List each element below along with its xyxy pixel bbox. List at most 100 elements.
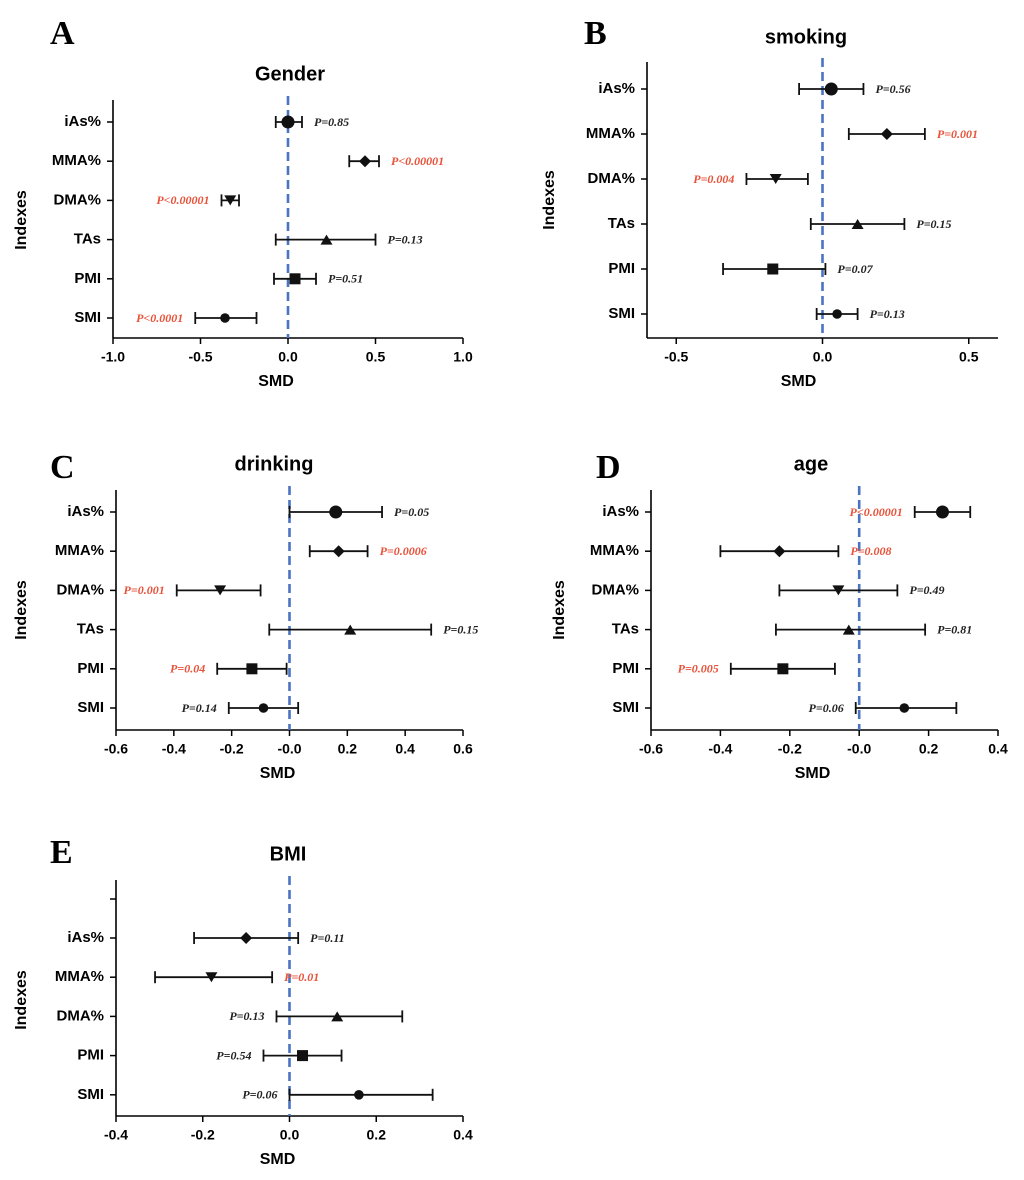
category-label: MMA%	[55, 542, 104, 559]
forest-row: PMI P=0.54	[77, 1047, 343, 1064]
panel-e: E BMI -0.4 -0.2 0.0 0.2 0.4 SMD Indexes iAs% P=0.1…	[13, 834, 473, 1168]
forest-row: iAs% P=0.56	[598, 80, 910, 97]
panel-a: A Gender -1.0 -0.5 0.0 0.5 1.0 SMD Indexes iAs% P=…	[13, 15, 473, 390]
x-tick-label: -0.4	[708, 741, 732, 757]
x-tick-label: 0.0	[278, 349, 298, 365]
x-tick-label: 0.6	[453, 741, 473, 757]
panel-title: Gender	[255, 63, 325, 85]
p-value-label: P=0.001	[124, 583, 165, 597]
x-tick-label: -0.6	[639, 741, 663, 757]
marker-circle	[832, 309, 842, 319]
category-label: PMI	[612, 660, 639, 677]
forest-row: TAs P=0.15	[608, 215, 952, 232]
p-value-label: P=0.04	[170, 662, 205, 676]
forest-row: MMA% P=0.008	[590, 542, 892, 559]
marker-triangle-down	[214, 585, 227, 596]
marker-square	[246, 663, 258, 675]
p-value-label: P<0.00001	[156, 193, 209, 207]
marker-square	[777, 663, 789, 675]
forest-row: DMA% P=0.49	[592, 581, 945, 598]
category-label: SMI	[612, 699, 639, 716]
x-tick-label: -0.5	[664, 349, 688, 365]
x-tick-label: 0.2	[338, 741, 358, 757]
x-tick-label: 0.4	[453, 1127, 473, 1143]
p-value-label: P=0.54	[216, 1048, 251, 1062]
forest-row: MMA% P=0.01	[55, 968, 319, 985]
category-label: DMA%	[54, 191, 102, 208]
p-value-label: P<0.0001	[136, 311, 183, 325]
p-value-label: P<0.00001	[850, 505, 903, 519]
x-axis-title: SMD	[781, 373, 817, 390]
forest-row: PMI P=0.005	[612, 660, 836, 677]
category-label: PMI	[77, 1047, 104, 1064]
p-value-label: P=0.51	[328, 272, 363, 286]
y-axis-title: Indexes	[13, 580, 30, 640]
x-tick-label: -0.2	[220, 741, 244, 757]
p-value-label: P=0.85	[314, 115, 349, 129]
forest-row: SMI P=0.06	[77, 1086, 434, 1103]
marker-circle-large	[824, 82, 838, 96]
forest-row: iAs% P=0.05	[67, 503, 429, 520]
p-value-label: P=0.13	[870, 307, 905, 321]
category-label: SMI	[608, 305, 635, 322]
x-tick-label: 1.0	[453, 349, 473, 365]
category-label: TAs	[608, 215, 635, 232]
p-value-label: P=0.05	[394, 505, 429, 519]
category-label: SMI	[77, 699, 104, 716]
marker-square	[289, 273, 301, 285]
marker-triangle-up	[320, 234, 333, 245]
p-value-label: P=0.004	[693, 172, 734, 186]
panel-title: age	[794, 453, 828, 475]
marker-circle-large	[329, 505, 343, 519]
marker-triangle-up	[344, 624, 357, 635]
marker-triangle-down	[832, 585, 845, 596]
category-label: TAs	[612, 621, 639, 638]
panel-letter: E	[50, 834, 73, 871]
forest-row: DMA% P=0.13	[57, 1007, 404, 1024]
marker-diamond	[773, 545, 786, 558]
p-value-label: P=0.56	[875, 82, 910, 96]
category-label: TAs	[77, 621, 104, 638]
category-label: MMA%	[590, 542, 639, 559]
marker-diamond	[240, 932, 253, 944]
panel-letter: D	[596, 449, 621, 486]
forest-row: SMI P=0.14	[77, 699, 300, 716]
panel-letter: A	[50, 15, 75, 52]
marker-triangle-down	[205, 972, 218, 983]
x-tick-label: -0.0	[277, 741, 301, 757]
category-label: TAs	[74, 231, 101, 248]
forest-row: TAs P=0.81	[612, 621, 973, 638]
category-label: MMA%	[55, 968, 104, 985]
p-value-label: P=0.49	[909, 583, 944, 597]
panel-letter: C	[50, 449, 75, 486]
p-value-label: P=0.13	[388, 232, 423, 246]
marker-circle	[354, 1090, 364, 1100]
x-tick-label: 0.5	[959, 349, 979, 365]
p-value-label: P=0.11	[310, 931, 345, 945]
forest-row: PMI P=0.04	[77, 660, 288, 677]
y-axis-title: Indexes	[551, 580, 568, 640]
forest-row: MMA% P=0.001	[586, 125, 978, 142]
x-tick-label: -0.2	[191, 1127, 215, 1143]
category-label: MMA%	[52, 152, 101, 169]
y-axis-title: Indexes	[541, 170, 558, 230]
marker-diamond	[880, 128, 893, 140]
forest-row: TAs P=0.13	[74, 231, 423, 248]
forest-row: PMI P=0.07	[608, 260, 873, 277]
x-tick-label: 0.0	[280, 1127, 300, 1143]
category-label: iAs%	[67, 503, 104, 520]
forest-row: DMA% P=0.001	[57, 581, 262, 598]
x-tick-label: 0.2	[919, 741, 939, 757]
p-value-label: P=0.06	[242, 1088, 277, 1102]
x-tick-label: -1.0	[101, 349, 125, 365]
category-label: DMA%	[57, 581, 105, 598]
category-label: SMI	[77, 1086, 104, 1103]
x-tick-label: 0.2	[367, 1127, 387, 1143]
x-tick-label: -0.4	[162, 741, 186, 757]
marker-circle-large	[935, 505, 949, 519]
p-value-label: P=0.0006	[380, 544, 427, 558]
